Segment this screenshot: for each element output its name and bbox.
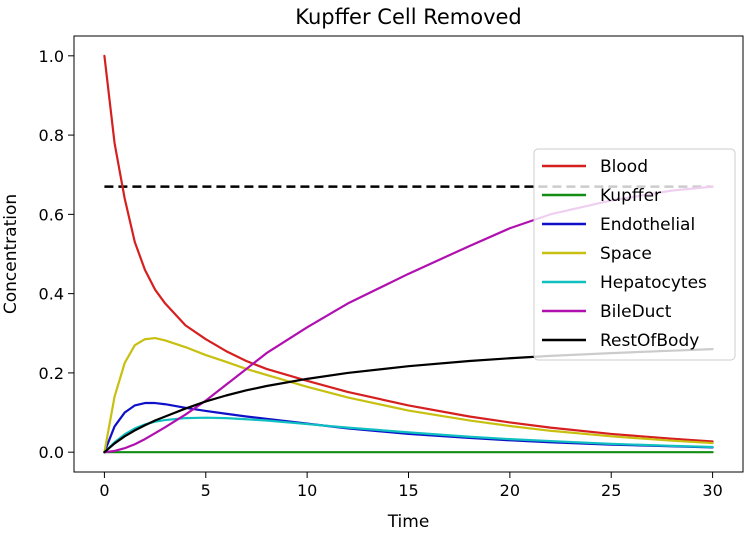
legend-entry-label: Space [600,244,652,264]
y-tick-label: 0.2 [39,364,64,383]
legend-entry-label: Kupffer [600,186,661,206]
series-line-blood [103,54,714,443]
y-axis-label: Concentration [1,194,21,314]
x-tick-label: 10 [297,481,317,500]
plot-area [103,54,714,454]
legend-entry-label: RestOfBody [600,331,699,351]
legend: Blood Kupffer Endothelial Space Hepatocytes B… [533,148,736,361]
y-axis: 0.0 0.2 0.4 0.6 0.8 1.0 [39,47,74,462]
legend-box [533,148,736,361]
legend-entry-label: Hepatocytes [600,273,707,293]
x-tick-label: 0 [99,481,109,500]
legend-entry-label: Blood [600,157,648,177]
y-tick-label: 0.0 [39,443,64,462]
x-tick-label: 20 [500,481,520,500]
y-tick-label: 1.0 [39,47,64,66]
series-line-endothelial [103,401,714,454]
series-line-hepatocytes [103,416,714,454]
x-tick-label: 15 [398,481,418,500]
y-tick-label: 0.4 [39,285,64,304]
x-axis: 0 5 10 15 20 25 30 [99,472,723,500]
x-axis-label: Time [387,512,430,532]
y-tick-label: 0.6 [39,205,64,224]
y-tick-label: 0.8 [39,126,64,145]
legend-entry-label: Endothelial [600,215,695,235]
chart-title: Kupffer Cell Removed [295,5,522,29]
x-tick-label: 25 [601,481,621,500]
x-tick-label: 30 [702,481,722,500]
legend-entry-label: BileDuct [600,302,672,322]
x-tick-label: 5 [201,481,211,500]
